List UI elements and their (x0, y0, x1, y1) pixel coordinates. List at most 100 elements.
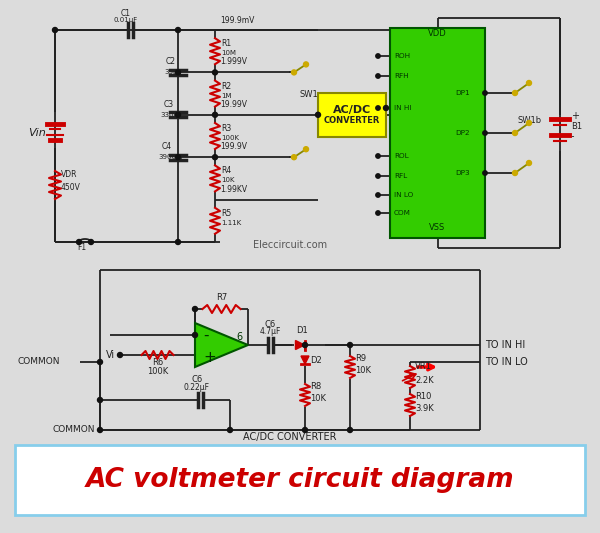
Circle shape (176, 112, 181, 117)
Circle shape (118, 352, 122, 358)
Circle shape (97, 398, 103, 402)
Circle shape (316, 112, 320, 117)
Circle shape (176, 70, 181, 75)
Text: AC/DC: AC/DC (333, 105, 371, 115)
Text: AC voltmeter circuit diagram: AC voltmeter circuit diagram (86, 467, 514, 493)
Text: 1.11K: 1.11K (221, 220, 241, 226)
Text: 3900pF: 3900pF (158, 154, 184, 160)
Circle shape (527, 160, 532, 166)
Text: R9: R9 (355, 354, 366, 363)
Circle shape (176, 155, 181, 160)
Text: RFH: RFH (394, 73, 409, 79)
Circle shape (53, 28, 58, 33)
Text: 199.9mV: 199.9mV (220, 16, 254, 25)
Circle shape (176, 28, 181, 33)
Circle shape (347, 343, 353, 348)
Circle shape (176, 239, 181, 245)
Text: R2: R2 (221, 82, 231, 91)
Circle shape (376, 193, 380, 197)
Text: 1.99KV: 1.99KV (220, 184, 247, 193)
Text: DP2: DP2 (455, 130, 470, 136)
Text: TO IN HI: TO IN HI (485, 340, 525, 350)
Circle shape (89, 239, 94, 245)
Text: AC/DC CONVERTER: AC/DC CONVERTER (243, 432, 337, 442)
Bar (15, 445, 585, 515)
Bar (390, 28, 485, 238)
Text: 4.7μF: 4.7μF (259, 327, 281, 336)
Text: R7: R7 (216, 293, 227, 302)
Text: 0.01μF: 0.01μF (114, 17, 138, 23)
Text: D2: D2 (310, 356, 322, 365)
Circle shape (376, 106, 380, 110)
Text: +: + (203, 350, 216, 365)
Text: VDD: VDD (428, 29, 447, 38)
Circle shape (512, 91, 517, 95)
Text: Vi: Vi (106, 350, 115, 360)
Circle shape (347, 427, 353, 432)
Text: 0.22μF: 0.22μF (184, 383, 210, 392)
Circle shape (97, 359, 103, 365)
Circle shape (193, 333, 197, 337)
Text: C2: C2 (166, 58, 176, 67)
Circle shape (376, 74, 380, 78)
Text: -: - (203, 327, 209, 343)
Text: C4: C4 (162, 142, 172, 151)
Text: 330pF: 330pF (160, 112, 182, 118)
Text: COMMON: COMMON (53, 425, 95, 434)
Circle shape (302, 427, 308, 432)
Text: 1M: 1M (221, 93, 232, 99)
Text: 3.9K: 3.9K (415, 404, 434, 413)
Text: 10K: 10K (310, 394, 326, 403)
Text: R6: R6 (152, 358, 163, 367)
Text: C6: C6 (265, 320, 275, 329)
Text: C1: C1 (121, 9, 131, 18)
Text: SW1a: SW1a (300, 90, 324, 99)
Text: C6: C6 (191, 375, 203, 384)
Circle shape (527, 80, 532, 85)
Text: VDR: VDR (61, 170, 77, 179)
Circle shape (483, 131, 487, 135)
Text: CONVERTER: CONVERTER (324, 116, 380, 125)
Text: D1: D1 (296, 326, 308, 335)
Circle shape (483, 171, 487, 175)
Circle shape (77, 239, 82, 245)
Text: 10K: 10K (221, 177, 235, 183)
Circle shape (292, 70, 296, 75)
Text: -: - (571, 131, 575, 141)
Circle shape (512, 131, 517, 135)
Text: 10K: 10K (355, 366, 371, 375)
Circle shape (512, 171, 517, 175)
Text: VSS: VSS (430, 223, 446, 232)
Text: 450V: 450V (61, 183, 81, 192)
Text: 199.9V: 199.9V (220, 142, 247, 151)
Text: 100K: 100K (147, 367, 168, 376)
Text: 19.99V: 19.99V (220, 100, 247, 109)
Circle shape (304, 62, 308, 67)
Text: COM: COM (394, 210, 411, 216)
Text: R1: R1 (221, 39, 231, 48)
Circle shape (376, 54, 380, 58)
Circle shape (212, 155, 218, 160)
Text: TO IN LO: TO IN LO (485, 357, 528, 367)
Text: ROH: ROH (394, 53, 410, 59)
Text: 10M: 10M (221, 50, 236, 56)
Circle shape (302, 343, 308, 348)
Polygon shape (195, 323, 248, 367)
Circle shape (383, 106, 389, 110)
Text: ROL: ROL (394, 153, 409, 159)
Text: DP3: DP3 (455, 170, 470, 176)
Text: R10: R10 (415, 392, 431, 401)
Bar (318, 93, 386, 137)
Circle shape (292, 155, 296, 160)
Circle shape (97, 427, 103, 432)
Polygon shape (301, 356, 309, 364)
Text: R3: R3 (221, 124, 231, 133)
Circle shape (227, 427, 233, 432)
Text: 33pF: 33pF (164, 69, 181, 75)
Circle shape (527, 120, 532, 125)
Text: 1.999V: 1.999V (220, 58, 247, 67)
Text: SW1b: SW1b (517, 116, 541, 125)
Text: R4: R4 (221, 166, 231, 175)
Circle shape (376, 174, 380, 178)
Text: VR1: VR1 (415, 362, 432, 371)
